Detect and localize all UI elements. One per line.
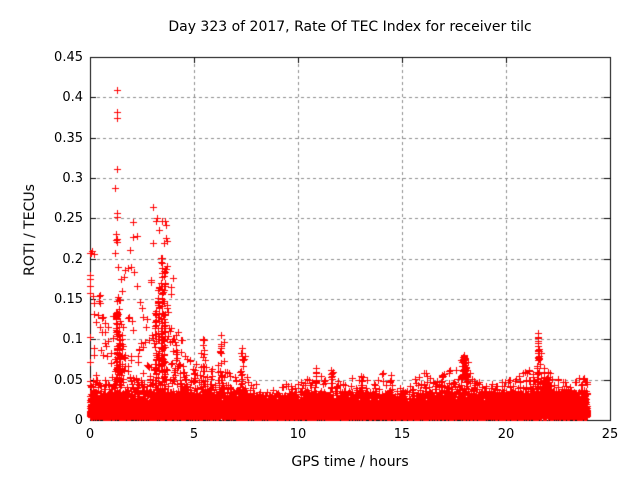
y-tick-label: 0 [74, 413, 83, 428]
y-tick-label: 0.45 [54, 50, 83, 65]
x-tick-label: 10 [289, 427, 307, 442]
y-tick-label: 0.4 [62, 90, 83, 105]
x-axis-label: GPS time / hours [291, 454, 409, 470]
y-tick-label: 0.15 [54, 292, 83, 307]
x-tick-label: 5 [189, 427, 199, 442]
x-tick-label: 15 [393, 427, 411, 442]
x-tick-label: 20 [497, 427, 515, 442]
plot-title: Day 323 of 2017, Rate Of TEC Index for r… [168, 19, 532, 35]
y-tick-label: 0.35 [54, 131, 83, 146]
y-tick-label: 0.2 [62, 252, 83, 267]
y-tick-label: 0.1 [62, 332, 83, 347]
y-tick-label: 0.05 [54, 373, 83, 388]
y-tick-label: 0.25 [54, 211, 83, 226]
x-tick-label: 25 [601, 427, 619, 442]
y-tick-label: 0.3 [62, 171, 83, 186]
x-tick-label: 0 [85, 427, 95, 442]
